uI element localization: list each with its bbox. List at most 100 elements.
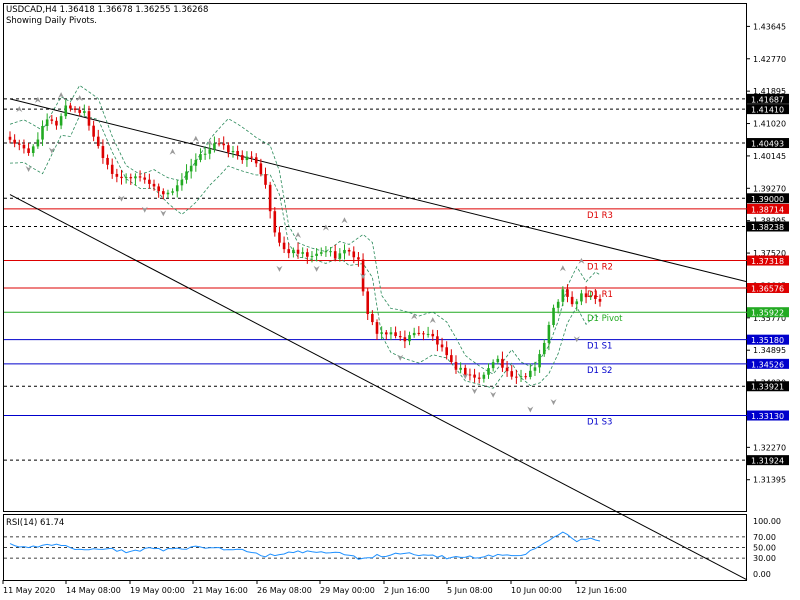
candle-body — [398, 336, 402, 338]
candle-57 — [273, 206, 277, 237]
candle-body — [580, 293, 583, 302]
candle-21 — [106, 154, 109, 170]
candle-body — [41, 125, 44, 140]
fractal-down-4 — [160, 210, 167, 217]
candle-body — [459, 367, 462, 370]
price-tag-bg — [747, 381, 789, 392]
candle-83 — [394, 326, 397, 339]
candle-22 — [110, 158, 114, 179]
candle-body — [324, 251, 328, 253]
price-tag-4: 1.38714 — [747, 203, 789, 214]
candle-body — [352, 251, 356, 258]
fractal-up-7 — [295, 231, 302, 238]
candle-body — [73, 108, 77, 110]
trend-line-0 — [9, 98, 748, 283]
candle-body — [143, 177, 147, 180]
candle-body — [310, 255, 314, 257]
candle-32 — [157, 183, 160, 198]
candle-8 — [45, 113, 49, 131]
candle-62 — [296, 242, 300, 259]
price-tag-text: 1.33921 — [751, 383, 784, 392]
candle-13 — [69, 102, 72, 112]
candle-45 — [217, 138, 221, 147]
fractal-up-9 — [341, 217, 348, 224]
candle-body — [175, 185, 179, 192]
candle-44 — [213, 136, 216, 153]
pivot-label-3: D1 Pivot — [587, 314, 623, 324]
candle-body — [477, 377, 481, 379]
candle-127 — [598, 294, 602, 307]
candle-body — [575, 301, 579, 305]
candle-16 — [83, 104, 86, 116]
candle-body — [213, 143, 216, 150]
rsi-tick-label-1: 70.00 — [753, 533, 776, 542]
candle-29 — [143, 173, 147, 184]
rsi-pane-frame — [3, 514, 747, 581]
candle-6 — [36, 132, 40, 149]
candle-body — [431, 333, 435, 337]
candle-body — [556, 301, 560, 308]
candle-19 — [96, 129, 100, 149]
candle-95 — [450, 349, 453, 365]
fractal-down-6 — [313, 265, 320, 272]
fractal-up-12 — [559, 265, 566, 272]
candle-60 — [287, 242, 291, 259]
candle-69 — [329, 247, 332, 257]
candle-body — [231, 150, 235, 153]
candle-body — [371, 314, 374, 323]
candle-body — [110, 164, 114, 174]
candle-49 — [236, 145, 239, 160]
candle-17 — [87, 105, 91, 131]
candle-body — [473, 374, 476, 378]
price-tag-12: 1.33130 — [747, 410, 789, 421]
candle-body — [138, 176, 142, 178]
rsi-label: RSI(14) 61.74 — [6, 518, 64, 528]
candle-51 — [245, 151, 249, 167]
candle-body — [450, 355, 453, 362]
candle-body — [524, 376, 527, 378]
candle-body — [333, 251, 337, 259]
candle-body — [417, 332, 421, 334]
candle-body — [501, 358, 504, 368]
price-tag-8: 1.35922 — [747, 307, 789, 318]
fractal-down-13 — [550, 399, 557, 406]
fractal-down-9 — [462, 373, 469, 380]
price-tag-bg — [747, 193, 789, 204]
candle-body — [185, 171, 188, 180]
price-tag-bg — [747, 104, 789, 115]
rsi-tick-label-3: 30.00 — [753, 554, 776, 563]
y-tick-label-0: 1.43645 — [753, 22, 786, 31]
candle-38 — [185, 164, 188, 184]
candle-body — [152, 183, 156, 187]
candle-body — [292, 249, 295, 254]
candle-5 — [31, 144, 35, 157]
y-tick-label-1: 1.42770 — [753, 55, 786, 64]
pivot-labels: D1 R3 D1 R2 D1 R1 D1 Pivot D1 S1 D1 S2 D1 S3 — [587, 211, 623, 428]
candle-body — [69, 105, 72, 109]
candle-body — [389, 332, 393, 335]
candle-body — [598, 298, 602, 302]
candle-body — [533, 367, 537, 371]
candle-body — [403, 337, 407, 342]
candle-body — [570, 296, 574, 305]
candle-body — [426, 333, 430, 335]
candle-body — [375, 322, 379, 334]
price-tag-text: 1.36576 — [751, 284, 784, 293]
candle-79 — [375, 319, 379, 340]
candle-body — [338, 253, 342, 259]
fractal-up-5 — [192, 135, 199, 142]
candle-body — [357, 257, 360, 260]
candle-body — [510, 371, 514, 377]
candle-55 — [264, 167, 267, 189]
candle-97 — [459, 362, 462, 374]
fractal-down-11 — [490, 391, 497, 398]
price-tag-bg — [747, 334, 789, 345]
candle-35 — [171, 188, 174, 196]
candle-body — [306, 252, 309, 257]
fractal-down-12 — [527, 406, 534, 413]
candle-body — [222, 143, 226, 146]
candle-body — [301, 252, 304, 254]
candle-117 — [552, 304, 555, 328]
price-tag-11: 1.33921 — [747, 381, 789, 392]
